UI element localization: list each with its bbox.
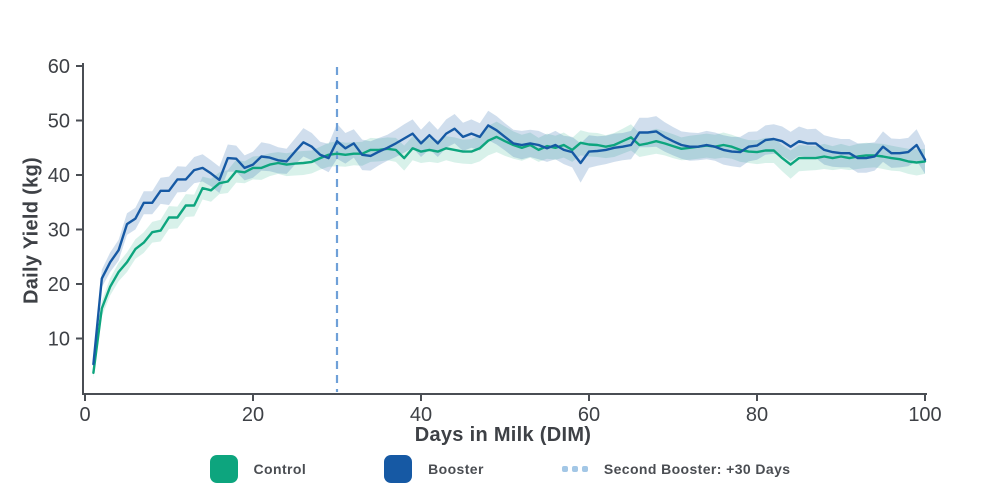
svg-text:20: 20: [48, 274, 70, 296]
legend-item-control: Control: [209, 455, 307, 483]
svg-text:10: 10: [48, 329, 70, 351]
dotted-line-icon: [561, 466, 588, 472]
booster-swatch-icon: [384, 455, 413, 483]
svg-text:0: 0: [79, 404, 90, 426]
svg-text:50: 50: [48, 111, 70, 133]
legend-label-booster: Booster: [428, 461, 484, 477]
y-axis-title: Daily Yield (kg): [20, 156, 43, 305]
svg-text:80: 80: [746, 404, 768, 426]
legend-item-second-booster: Second Booster: +30 Days: [561, 461, 791, 477]
legend: Control Booster Second Booster: +30 Days: [0, 455, 1000, 483]
legend-item-booster: Booster: [384, 455, 484, 483]
svg-text:40: 40: [48, 165, 70, 187]
svg-text:100: 100: [908, 404, 941, 426]
svg-text:40: 40: [410, 404, 432, 426]
legend-label-second-booster: Second Booster: +30 Days: [603, 461, 791, 477]
x-axis-title: Days in Milk (DIM): [414, 424, 592, 446]
svg-text:60: 60: [578, 404, 600, 426]
control-swatch-icon: [209, 455, 238, 483]
legend-label-control: Control: [253, 461, 307, 477]
svg-text:20: 20: [242, 404, 264, 426]
svg-text:30: 30: [48, 220, 70, 242]
svg-text:60: 60: [48, 56, 70, 78]
